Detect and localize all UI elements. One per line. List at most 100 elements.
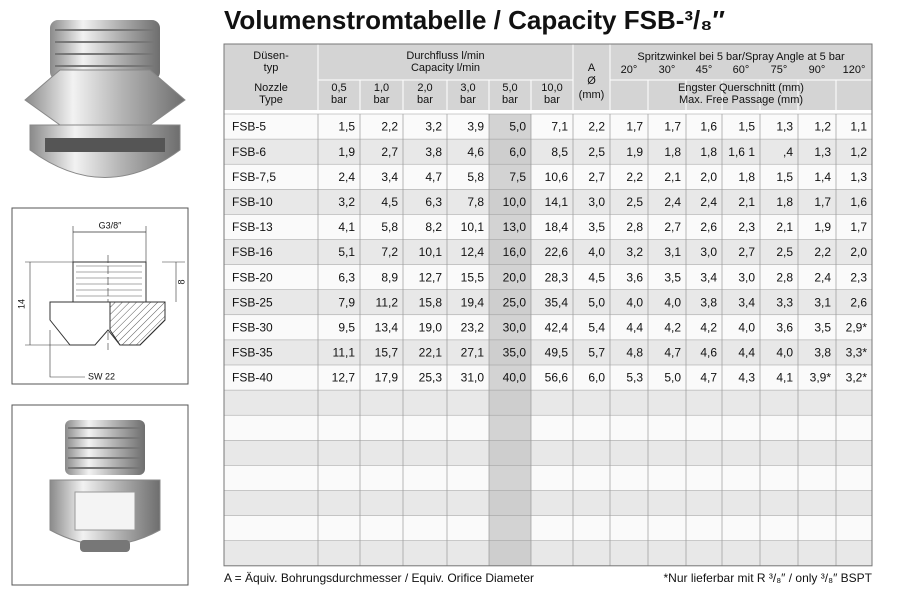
cell-value: 12,7 [419,270,443,284]
cell-value: 14,1 [545,195,569,209]
cell-value: 15,7 [375,346,399,360]
cell-value: 20,0 [503,270,527,284]
cell-value: 2,3 [850,270,867,284]
cell-value: 3,0 [738,270,755,284]
row-bg [224,214,872,240]
cell-value: 3,2 [425,120,442,134]
cell-value: 2,8 [626,220,643,234]
cell-value: 17,9 [375,371,399,385]
cell-value: 16,0 [503,245,527,259]
cell-value: 3,8 [814,346,831,360]
cell-value: 2,5 [626,195,643,209]
cell-value: 15,5 [461,270,485,284]
cell-value: 2,9* [846,321,868,335]
cell-value: 56,6 [545,371,569,385]
passage-header: Max. Free Passage (mm) [679,94,803,106]
table-frame [223,43,873,567]
cell-value: 42,4 [545,321,569,335]
cell-value: 35,0 [503,346,527,360]
cell-value: 2,4 [814,270,831,284]
cell-value: 4,5 [381,195,398,209]
cell-value: 6,3 [338,270,355,284]
cell-value: 1,5 [738,120,755,134]
pressure-header: bar [331,94,347,106]
nozzle-drawing: G3/8″ 8 14 SW 22 [11,207,189,385]
cell-value: 15,8 [419,295,443,309]
cell-value: 2,6 [700,220,717,234]
cell-value: 2,0 [850,245,867,259]
cell-value: 3,4 [381,170,398,184]
cell-value: 1,6 [850,195,867,209]
row-bg [224,339,872,365]
row-bg [224,114,872,140]
row-bg [224,465,872,491]
cell-value: 49,5 [545,346,569,360]
row-bg [224,415,872,441]
cell-value: 3,5 [814,321,831,335]
cell-value: 3,1 [664,245,681,259]
pressure-header: bar [417,94,433,106]
cell-value: 10,6 [545,170,569,184]
cell-value: 25,3 [419,371,443,385]
nozzle-type: FSB-5 [232,120,266,134]
header-bg [224,44,872,110]
cell-value: 13,0 [503,220,527,234]
cell-value: 1,7 [814,195,831,209]
cell-value: 3,3* [846,346,868,360]
cell-value: 3,4 [738,295,755,309]
row-bg [224,440,872,466]
cell-value: 18,4 [545,220,569,234]
cell-value: 6,0 [588,371,605,385]
cell-value: 2,3 [738,220,755,234]
cell-value: 1,6 1 [728,145,755,159]
cell-value: 2,7 [738,245,755,259]
title: Volumenstromtabelle / Capacity FSB-³/₈″ [224,5,725,35]
cell-value: 1,8 [664,145,681,159]
cell-value: 3,0 [588,195,605,209]
row-bg [224,490,872,516]
cell-value: 5,7 [588,346,605,360]
cell-value: 4,2 [700,321,717,335]
cell-value: 3,8 [425,145,442,159]
cell-value: 7,5 [509,170,526,184]
cell-value: 6,0 [509,145,526,159]
cell-value: 19,4 [461,295,485,309]
cell-value: 30,0 [503,321,527,335]
row-bg [224,365,872,391]
cell-value: 4,6 [700,346,717,360]
cell-value: 1,5 [338,120,355,134]
cell-value: 8,5 [551,145,568,159]
wrench-label: SW 22 [88,371,115,381]
nozzle-photo-bottom [11,404,189,586]
cell-value: 3,5 [588,220,605,234]
cell-value: 5,8 [467,170,484,184]
row-bg [224,189,872,215]
row-bg [224,515,872,541]
pressure-header: bar [374,94,390,106]
cell-value: 11,1 [333,346,356,360]
cell-value: 2,2 [814,245,831,259]
footnote-left: A = Äquiv. Bohrungsdurchmesser / Equiv. … [224,571,534,585]
cell-value: 8,9 [381,270,398,284]
cell-value: 28,3 [545,270,569,284]
cell-value: 2,1 [776,220,793,234]
angle-header: 30° [659,64,676,76]
cell-value: 1,7 [664,120,681,134]
cell-value: 4,0 [626,295,643,309]
type-header: Nozzle [254,82,288,94]
pressure-header: bar [502,94,518,106]
cell-value: 2,2 [381,120,398,134]
cell-value: 10,0 [503,195,527,209]
cell-value: 2,7 [381,145,398,159]
cell-value: 1,2 [850,145,867,159]
nozzle-type: FSB-10 [232,195,273,209]
angle-header: Spritzwinkel bei 5 bar/Spray Angle at 5 … [637,51,845,63]
cell-value: 4,0 [664,295,681,309]
cell-value: 12,7 [332,371,356,385]
height-label: 14 [16,299,26,309]
cell-value: 2,1 [664,170,681,184]
cell-value: 2,8 [776,270,793,284]
type-header: Type [259,94,283,106]
